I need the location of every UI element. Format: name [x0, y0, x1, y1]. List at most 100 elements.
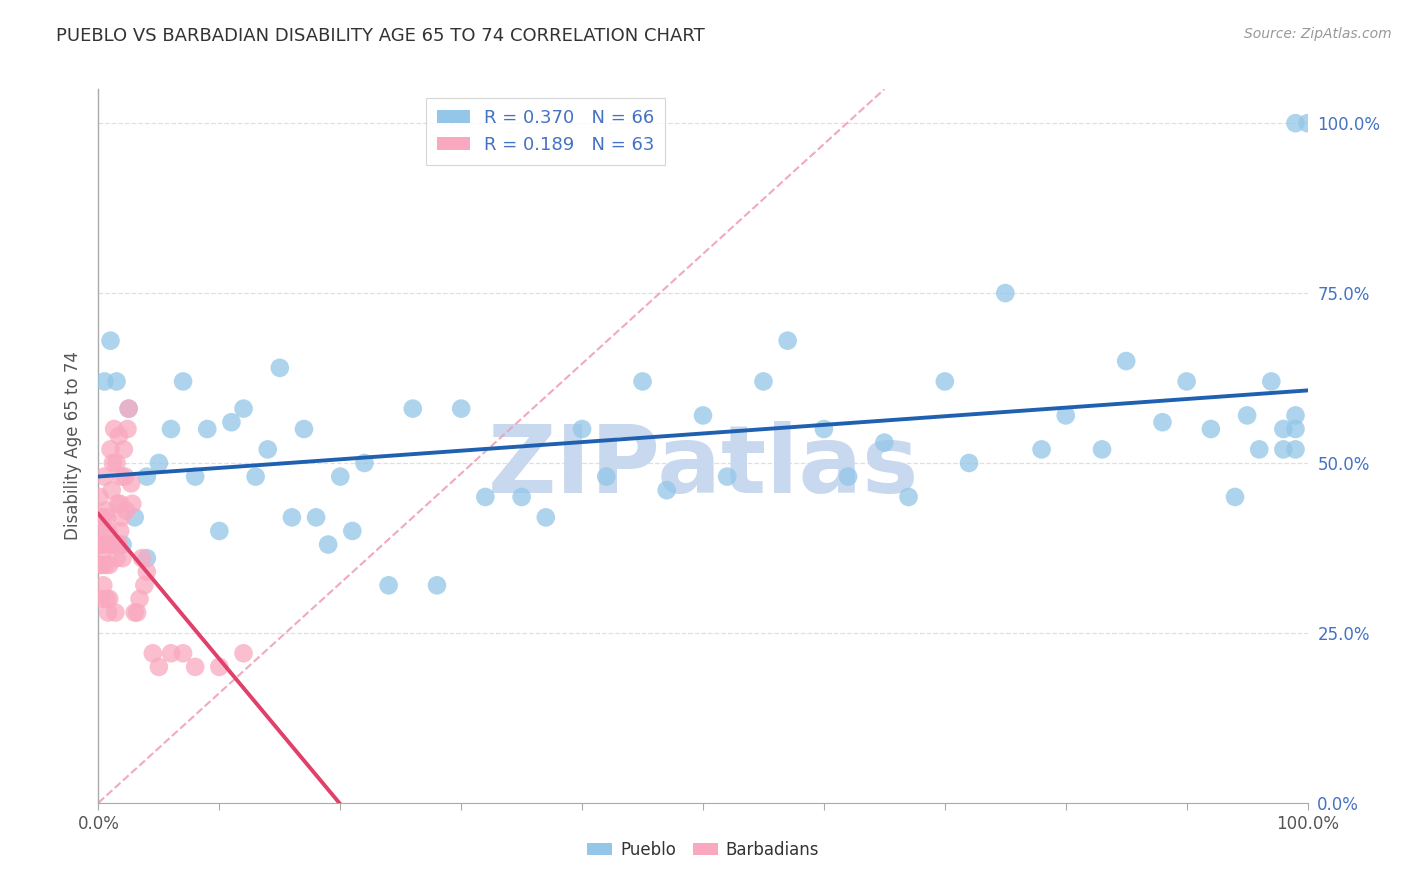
Point [957, 456, 980, 470]
Point [1223, 490, 1246, 504]
Point [100, 334, 122, 348]
Point [1175, 375, 1198, 389]
Point [595, 469, 617, 483]
Point [402, 401, 425, 416]
Point [135, 565, 157, 579]
Point [269, 360, 291, 375]
Point [97, 524, 120, 538]
Point [115, 503, 138, 517]
Point [994, 286, 1017, 301]
Point [108, 537, 131, 551]
Point [208, 524, 231, 538]
Point [100, 537, 122, 551]
Point [510, 490, 533, 504]
Point [110, 469, 132, 483]
Point [135, 469, 157, 483]
Point [1284, 442, 1306, 457]
Point [208, 660, 231, 674]
Point [112, 442, 135, 457]
Point [1115, 354, 1137, 368]
Point [101, 456, 124, 470]
Point [118, 401, 141, 416]
Point [450, 401, 472, 416]
Point [148, 660, 170, 674]
Point [256, 442, 278, 457]
Point [101, 537, 124, 551]
Point [148, 456, 170, 470]
Point [103, 422, 125, 436]
Point [716, 469, 738, 483]
Point [813, 422, 835, 436]
Point [104, 606, 127, 620]
Point [292, 422, 315, 436]
Y-axis label: Disability Age 65 to 74: Disability Age 65 to 74 [63, 351, 82, 541]
Point [97, 606, 120, 620]
Point [776, 334, 799, 348]
Point [87, 510, 110, 524]
Point [1272, 442, 1295, 457]
Point [105, 551, 128, 566]
Point [305, 510, 328, 524]
Point [897, 490, 920, 504]
Point [100, 442, 122, 457]
Point [1260, 375, 1282, 389]
Point [108, 429, 131, 443]
Text: Source: ZipAtlas.com: Source: ZipAtlas.com [1244, 27, 1392, 41]
Point [93, 375, 115, 389]
Point [1284, 409, 1306, 423]
Point [121, 497, 143, 511]
Point [91, 558, 114, 572]
Point [91, 551, 114, 566]
Point [131, 551, 153, 566]
Point [1284, 422, 1306, 436]
Point [91, 510, 114, 524]
Point [1296, 116, 1319, 130]
Point [93, 469, 115, 483]
Point [96, 591, 118, 606]
Point [118, 401, 141, 416]
Point [90, 510, 112, 524]
Point [89, 558, 111, 572]
Point [124, 510, 146, 524]
Point [111, 551, 134, 566]
Point [87, 537, 110, 551]
Point [172, 646, 194, 660]
Point [342, 524, 364, 538]
Point [1284, 116, 1306, 130]
Point [184, 469, 207, 483]
Point [100, 537, 122, 551]
Point [110, 510, 132, 524]
Point [124, 606, 146, 620]
Point [108, 497, 131, 511]
Point [134, 578, 156, 592]
Point [142, 646, 165, 660]
Point [91, 524, 114, 538]
Point [114, 469, 136, 483]
Point [128, 591, 150, 606]
Point [1031, 442, 1053, 457]
Point [98, 558, 121, 572]
Point [232, 401, 254, 416]
Point [127, 606, 149, 620]
Point [353, 456, 375, 470]
Point [692, 409, 714, 423]
Point [91, 578, 114, 592]
Point [655, 483, 678, 498]
Point [107, 497, 129, 511]
Point [111, 537, 134, 551]
Point [135, 551, 157, 566]
Point [120, 476, 142, 491]
Point [104, 537, 127, 551]
Point [90, 591, 112, 606]
Point [934, 375, 956, 389]
Point [316, 537, 339, 551]
Point [105, 375, 128, 389]
Legend: Pueblo, Barbadians: Pueblo, Barbadians [581, 835, 825, 866]
Point [94, 503, 117, 517]
Point [571, 422, 593, 436]
Point [377, 578, 399, 592]
Point [107, 537, 129, 551]
Point [160, 646, 183, 660]
Point [837, 469, 859, 483]
Point [1236, 409, 1258, 423]
